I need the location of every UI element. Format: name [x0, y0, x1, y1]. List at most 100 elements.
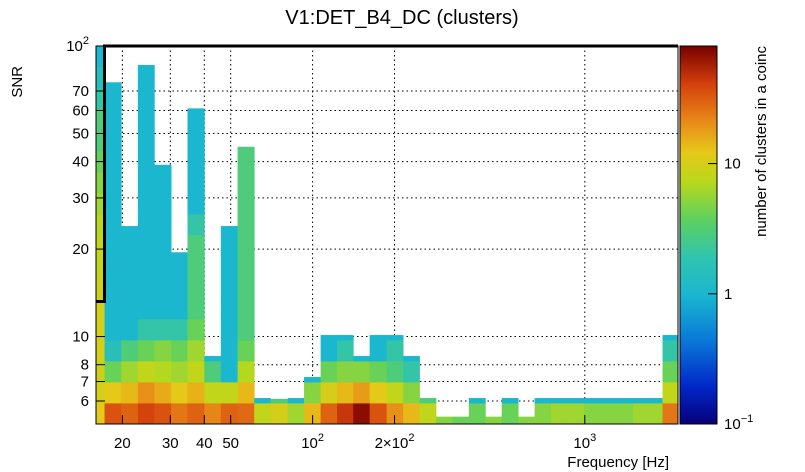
heatmap-cell: [287, 398, 305, 404]
heatmap-cell: [121, 319, 139, 341]
heatmap-cell: [121, 340, 139, 362]
heatmap-cell: [501, 403, 519, 425]
heatmap-cell: [187, 403, 205, 425]
heatmap-cell: [304, 382, 322, 404]
heatmap-cell: [104, 235, 122, 257]
heatmap-cell: [369, 382, 388, 404]
heatmap-cell: [137, 340, 155, 362]
heatmap-cell: [220, 361, 238, 383]
heatmap-cell: [220, 403, 238, 425]
heatmap-cell: [187, 214, 205, 236]
y-tick-label: 70: [72, 83, 89, 100]
heatmap-cell: [237, 340, 255, 362]
heatmap-cell: [204, 356, 222, 362]
heatmap-cell: [137, 65, 155, 194]
heatmap-cell: [320, 403, 338, 425]
y-tick-label: 10: [72, 329, 89, 346]
heatmap-cell: [96, 298, 105, 320]
heatmap-cell: [662, 361, 679, 383]
heatmap-cell: [403, 382, 420, 404]
heatmap-cell: [237, 298, 255, 320]
heatmap-cell: [518, 416, 536, 425]
heatmap-cell: [386, 361, 404, 383]
color-scale-tick-label: 1: [724, 286, 732, 303]
heatmap-cell: [237, 403, 255, 425]
heatmap-cell: [171, 340, 188, 362]
color-scale-tick-label: 10−1: [724, 413, 753, 433]
heatmap-cell: [270, 398, 289, 404]
heatmap-cell: [154, 403, 172, 425]
heatmap-cell: [662, 382, 679, 404]
heatmap-cell: [104, 256, 122, 278]
heatmap-cell: [567, 403, 585, 425]
heatmap-cell: [220, 340, 238, 362]
y-axis-ticks: 6 78 10 20 30 40 50 60 70 102: [66, 35, 105, 410]
y-axis-label: SNR: [9, 66, 26, 98]
heatmap-cell: [237, 235, 255, 257]
heatmap-cell: [104, 277, 122, 299]
heatmap-cell: [121, 298, 139, 320]
heatmap-cell: [104, 361, 122, 383]
heatmap-cell: [254, 403, 271, 425]
heatmap-cell: [187, 361, 205, 383]
heatmap-cell: [121, 403, 139, 425]
heatmap-cell: [337, 361, 354, 383]
heatmap-cells: [96, 46, 679, 425]
heatmap-cell: [96, 130, 105, 152]
heatmap-cell: [633, 398, 663, 404]
color-scale-tick-label: 10: [724, 156, 741, 173]
heatmap-cell: [369, 403, 388, 425]
heatmap-cell: [403, 356, 420, 362]
heatmap-cell: [96, 172, 105, 194]
heatmap-cell: [468, 398, 486, 404]
heatmap-cell: [220, 382, 238, 404]
heatmap-cell: [600, 403, 618, 425]
heatmap-cell: [337, 403, 354, 425]
heatmap-cell: [96, 46, 105, 68]
heatmap-cell: [386, 403, 404, 425]
heatmap-cell: [403, 361, 420, 383]
heatmap-cell: [96, 235, 105, 257]
x-tick-label: 50: [222, 435, 239, 452]
heatmap-cell: [287, 403, 305, 425]
heatmap-cell: [204, 361, 222, 383]
heatmap-cell: [171, 298, 188, 320]
heatmap-cell: [187, 235, 205, 257]
heatmap-cell: [171, 319, 188, 341]
heatmap-cell: [96, 109, 105, 131]
heatmap-cell: [104, 214, 122, 236]
heatmap-cell: [154, 340, 172, 362]
heatmap-cell: [567, 398, 585, 404]
heatmap-cell: [403, 403, 420, 425]
heatmap-cell: [386, 340, 404, 362]
heatmap-cell: [220, 298, 238, 320]
heatmap-cell: [121, 277, 139, 299]
y-tick-label: 7: [81, 374, 89, 391]
heatmap-cell: [237, 146, 255, 236]
chart-title: V1:DET_B4_DC (clusters): [285, 7, 518, 29]
heatmap-cell: [121, 382, 139, 404]
plot-border: [95, 45, 679, 425]
heatmap-cell: [104, 382, 122, 404]
heatmap-cell: [187, 382, 205, 404]
heatmap-cell: [220, 319, 238, 341]
heatmap-cell: [137, 403, 155, 425]
heatmap-cell: [121, 226, 139, 278]
heatmap-cell: [320, 382, 338, 404]
heatmap-cell: [369, 335, 388, 341]
heatmap-cell: [137, 214, 155, 236]
heatmap-cell: [337, 335, 354, 341]
heatmap-cell: [320, 335, 338, 341]
heatmap-cell: [534, 403, 552, 425]
heatmap-cell: [171, 252, 188, 299]
heatmap-cell: [154, 319, 172, 341]
heatmap-cell: [121, 361, 139, 383]
heatmap-cell: [187, 277, 205, 299]
heatmap-cell: [96, 361, 105, 383]
heatmap-cell: [600, 398, 618, 404]
y-tick-label: 6: [81, 393, 89, 410]
heatmap-cell: [137, 277, 155, 299]
heatmap-cell: [369, 340, 388, 362]
